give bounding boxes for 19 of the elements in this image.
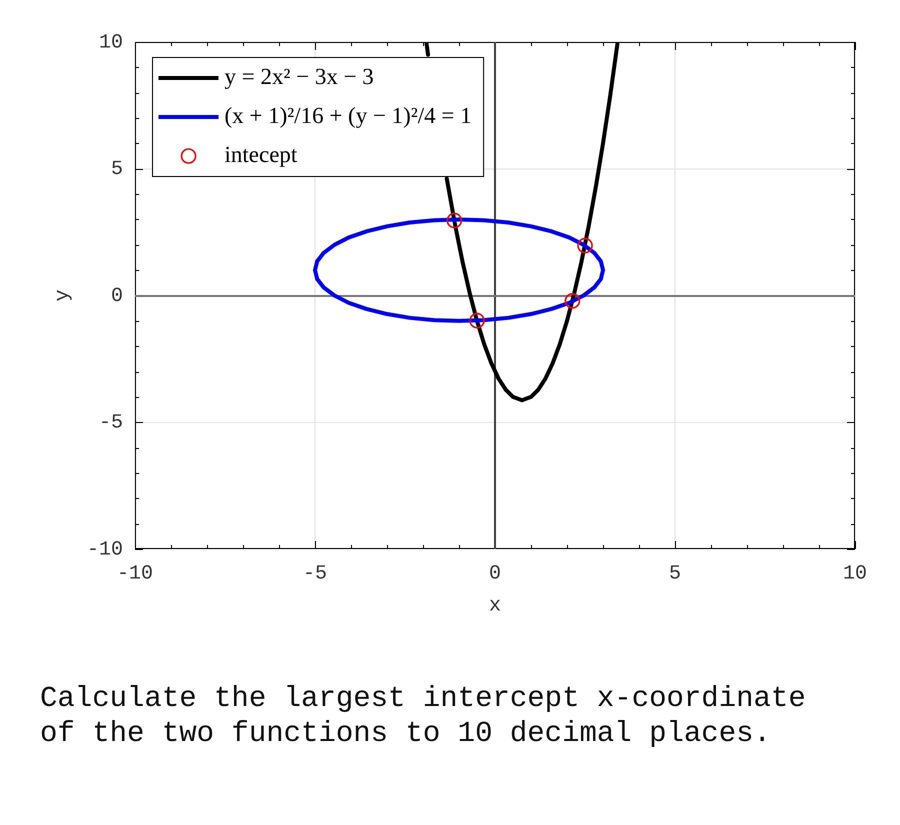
point [577,238,593,254]
y-tick-label: 10 [98,31,123,54]
x-tick-label: 10 [842,562,868,586]
legend-label: intecept [224,142,298,168]
x-tick-label: 0 [488,562,502,586]
point [564,293,580,309]
text: Calculate the largest intercept x-coordinate of the two functions to 10 decimal places. [40,681,807,751]
point [469,312,485,328]
x-tick-label: -5 [302,562,328,586]
y-tick-label: 0 [110,284,123,308]
y-tick-label: -5 [98,412,123,435]
point [446,212,462,228]
y-tick-label: 5 [110,158,123,182]
x-axis-title: x [488,594,502,618]
legend-label: (x + 1)²/16 + (y − 1)²/4 = 1 [224,103,472,128]
y-axis-title: y [51,289,74,302]
y-tick-label: -10 [86,538,123,562]
x-tick-label: 5 [668,562,682,586]
legend-label: y = 2x² − 3x − 3 [224,64,374,90]
